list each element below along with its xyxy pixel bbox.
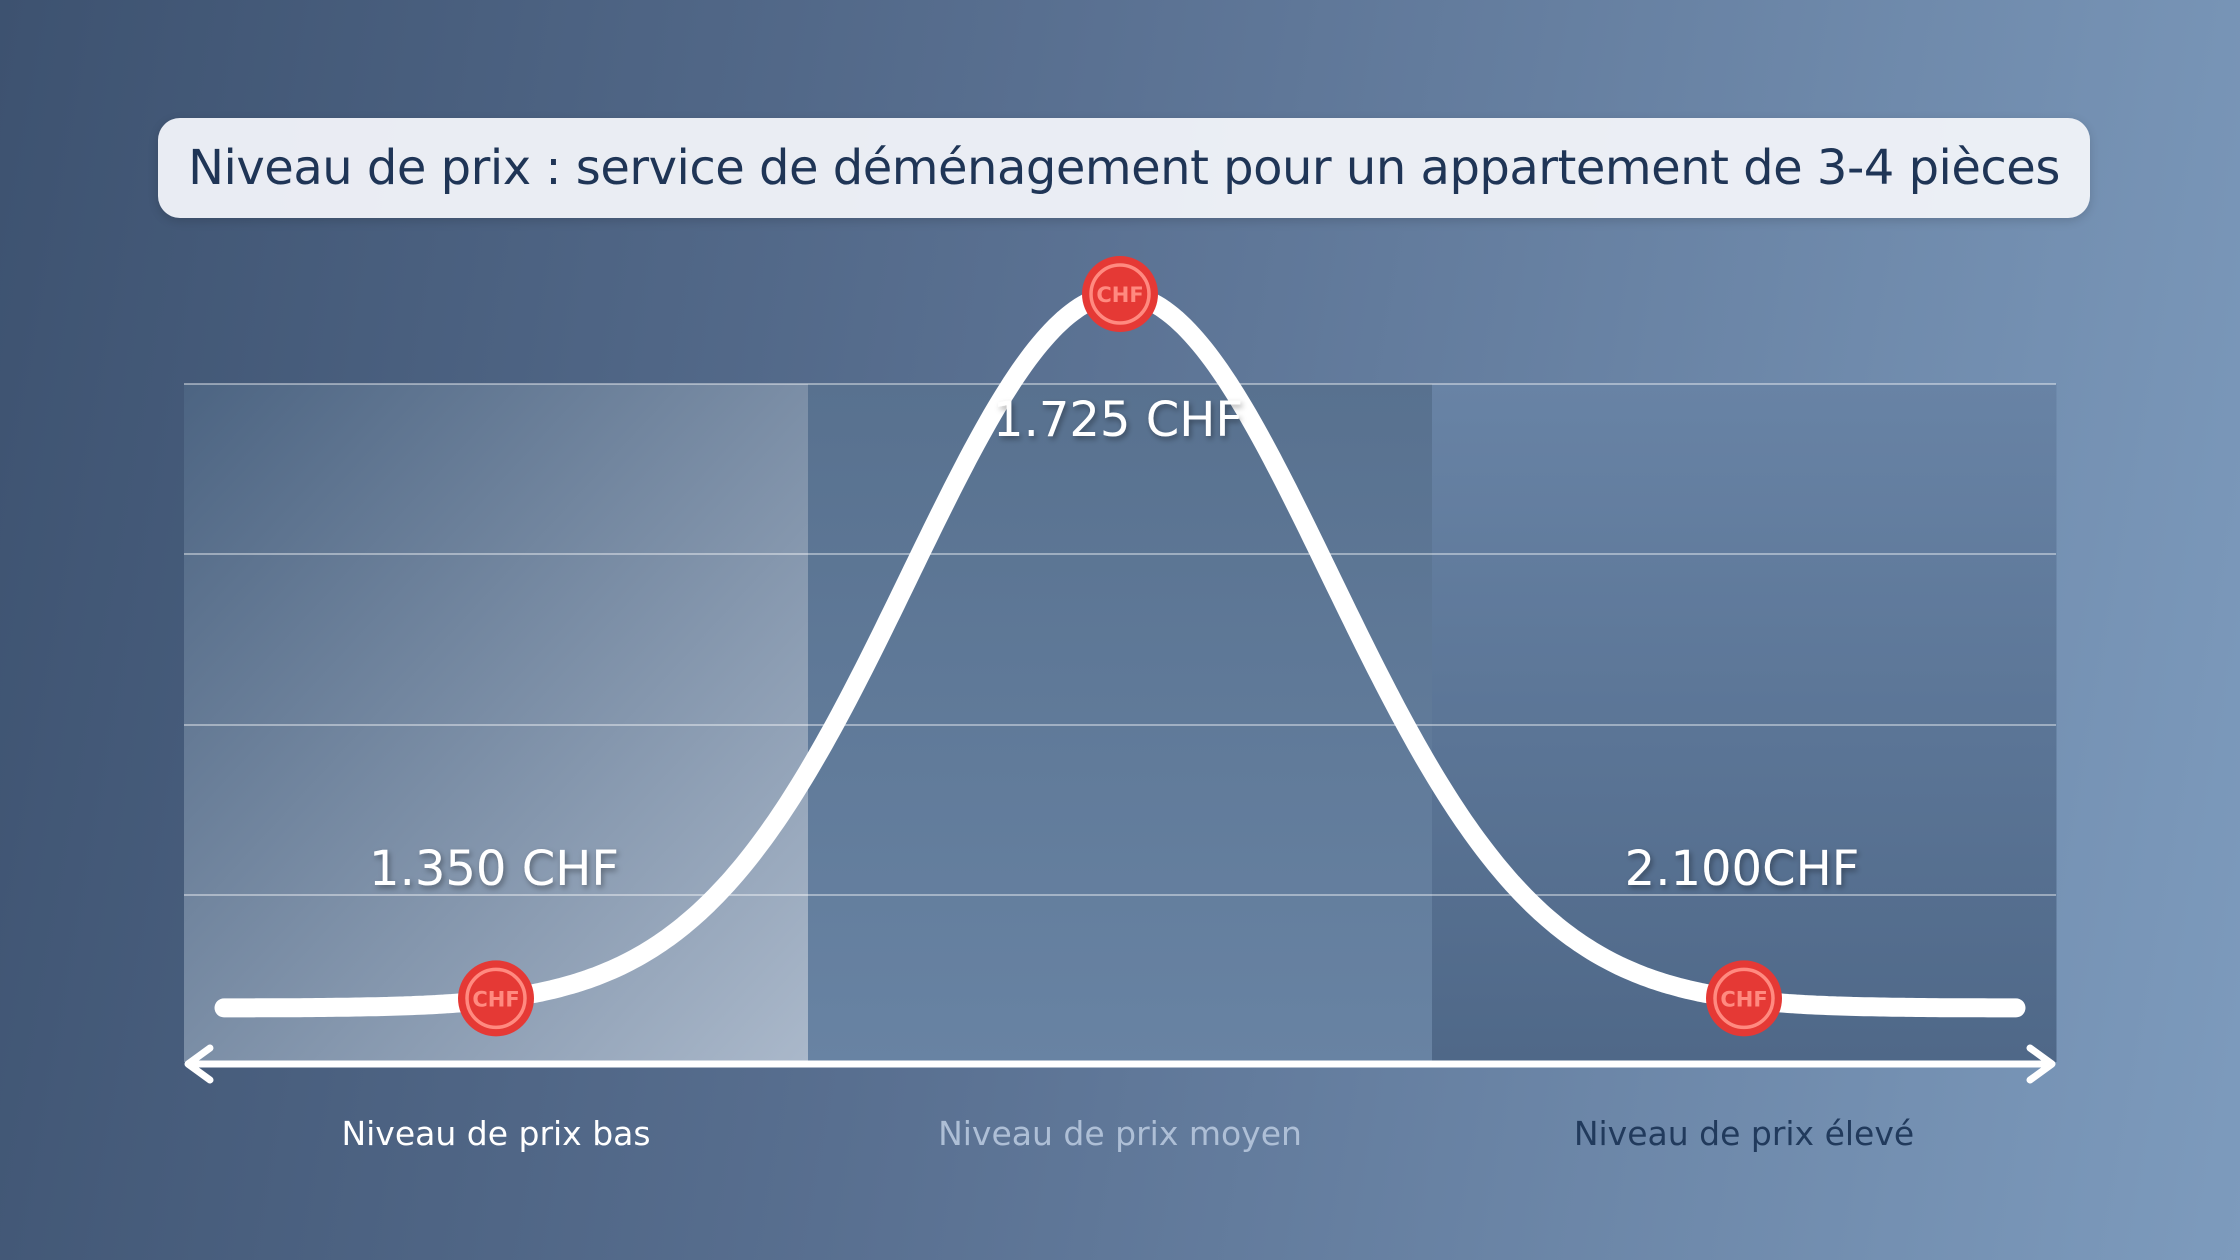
coin-label: CHF [1720, 987, 1767, 1011]
value-label-2: 1.725 CHF [993, 392, 1243, 448]
value-label-3: 2.100CHF [1625, 841, 1860, 897]
chf-coin-icon: CHF [1082, 256, 1158, 332]
coin-label: CHF [472, 987, 519, 1011]
category-label-3: Niveau de prix élevé [1574, 1114, 1914, 1153]
category-label-2: Niveau de prix moyen [938, 1114, 1302, 1153]
category-label-1: Niveau de prix bas [341, 1114, 650, 1153]
chf-coin-icon: CHF [1706, 960, 1782, 1037]
coin-label: CHF [1096, 283, 1143, 307]
value-label-1: 1.350 CHF [369, 841, 619, 897]
double-arrow-axis-icon [184, 1044, 2056, 1084]
price-band-1 [184, 384, 809, 1062]
price-band-2 [808, 384, 1433, 1062]
chart-title: Niveau de prix : service de déménagement… [188, 140, 2060, 196]
price-band-3 [1432, 384, 2057, 1062]
title-banner: Niveau de prix : service de déménagement… [158, 118, 2090, 218]
chf-coin-icon: CHF [458, 960, 534, 1037]
